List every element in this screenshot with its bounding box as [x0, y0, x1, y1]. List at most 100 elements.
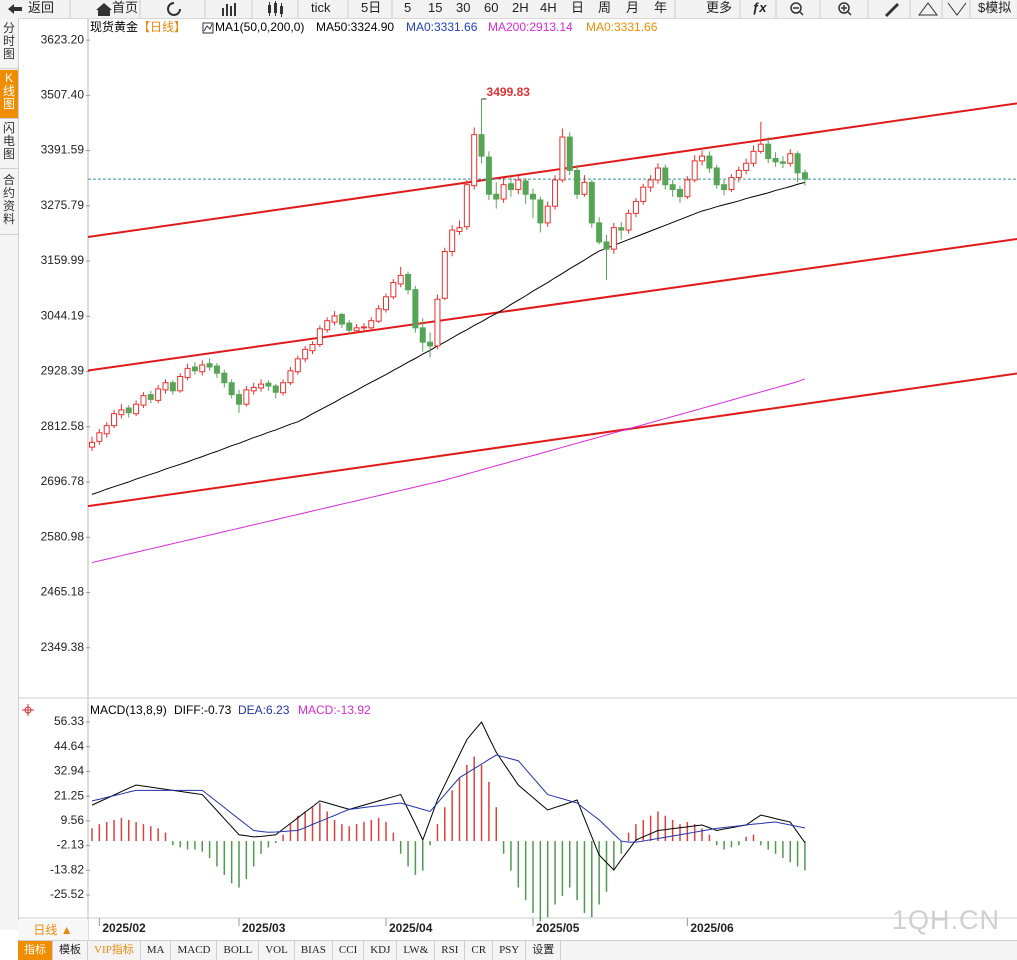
candle-body: [89, 441, 95, 448]
toolbar-button[interactable]: 5: [404, 0, 412, 15]
toolbar-button[interactable]: 5日: [361, 0, 382, 15]
indicator-tab[interactable]: MACD: [171, 941, 218, 960]
candle-body: [316, 328, 323, 346]
candle-icon[interactable]: [268, 1, 283, 17]
sidebar-tab[interactable]: K线图: [0, 70, 18, 119]
candle-body: [662, 167, 669, 186]
candle-body: [375, 308, 382, 322]
zoom-in-icon[interactable]: [838, 2, 852, 16]
indicator-tab[interactable]: BIAS: [295, 941, 333, 960]
toolbar-button[interactable]: 返回: [28, 0, 55, 15]
toolbar-button[interactable]: tick: [311, 0, 331, 15]
x-tick-label: 2025/05: [536, 921, 580, 935]
indicator-tab[interactable]: VIP指标: [88, 941, 141, 960]
y-tick-label: -25.52: [50, 887, 84, 901]
candle-body: [515, 179, 522, 191]
indicator-tab[interactable]: CCI: [333, 941, 365, 960]
candle-body: [743, 162, 750, 171]
y-tick-label: 2812.58: [41, 419, 85, 433]
indicator-tab[interactable]: KDJ: [364, 941, 398, 960]
back-icon[interactable]: [8, 4, 22, 14]
trend-line: [87, 372, 1017, 508]
candle-body: [552, 179, 559, 207]
indicator-tab[interactable]: RSI: [435, 941, 466, 960]
legend-entry: DEA:6.23: [238, 703, 290, 717]
candle-body: [735, 169, 742, 179]
refresh-icon[interactable]: [167, 2, 181, 16]
y-tick-label: -13.82: [50, 862, 84, 876]
indicator-tab[interactable]: CR: [465, 941, 494, 960]
macd-icon[interactable]: [22, 704, 34, 716]
candle-body: [125, 407, 132, 414]
candle-body: [757, 143, 764, 152]
toolbar-button[interactable]: ƒx: [752, 0, 767, 15]
indicator-tab[interactable]: LW&: [397, 941, 436, 960]
candle-body: [471, 134, 478, 187]
candle-body: [691, 160, 698, 181]
toolbar-button[interactable]: 2H: [512, 0, 529, 15]
candle-body: [324, 320, 331, 331]
toolbar-button[interactable]: 月: [626, 0, 640, 15]
sidebar: 分时图 K线图 闪电图合约资料: [0, 18, 19, 930]
candle-body: [265, 382, 272, 387]
y-tick-label: 2928.39: [41, 364, 85, 378]
sidebar-tab[interactable]: 分时图: [0, 20, 18, 69]
legend-title: 现货黄金: [90, 19, 138, 34]
candle-body: [243, 389, 250, 405]
candle-body: [162, 382, 169, 391]
sidebar-tab[interactable]: 闪电图: [0, 120, 18, 169]
triangle-icon[interactable]: [947, 2, 967, 16]
toolbar-button[interactable]: 首页: [112, 0, 139, 15]
sidebar-tab[interactable]: 合约资料: [0, 172, 18, 235]
indicator-tab[interactable]: MA: [141, 941, 172, 960]
x-tick-label: 2025/03: [242, 921, 286, 935]
y-tick-label: 3275.79: [41, 198, 85, 212]
indicator-tab[interactable]: VOL: [259, 941, 295, 960]
toolbar-button[interactable]: 更多: [706, 0, 733, 15]
toolbar-button[interactable]: 周: [598, 0, 612, 15]
period-selector[interactable]: 日线 ▲: [18, 920, 88, 940]
candle-body: [199, 364, 206, 373]
toolbar-button[interactable]: 60: [484, 0, 499, 15]
toolbar-button[interactable]: 年: [654, 0, 668, 15]
indicator-tab[interactable]: 设置: [526, 941, 562, 960]
legend-period: 【日线】: [138, 20, 186, 34]
bar-icon[interactable]: [222, 3, 236, 16]
candle-body: [302, 348, 309, 360]
indicator-tab[interactable]: 模板: [53, 941, 88, 960]
candle-body: [111, 413, 118, 427]
candle-body: [500, 184, 507, 200]
candle-body: [588, 181, 595, 224]
candle-body: [103, 425, 110, 435]
candle-body: [456, 227, 463, 232]
high-label: 3499.83: [487, 85, 531, 99]
x-tick-label: 2025/06: [690, 921, 734, 935]
y-tick-label: 2465.18: [41, 585, 85, 599]
candle-body: [787, 153, 794, 164]
home-icon[interactable]: [96, 3, 112, 16]
toolbar-button[interactable]: 4H: [540, 0, 557, 15]
legend-entry: MACD:-13.92: [298, 703, 371, 717]
separator: [69, 0, 971, 18]
candle-body: [405, 273, 412, 291]
candle-body: [625, 212, 632, 231]
pen-icon[interactable]: [885, 3, 899, 17]
candle-body: [485, 156, 492, 195]
toolbar-button[interactable]: 15: [428, 0, 443, 15]
toolbar-button[interactable]: 日: [571, 0, 585, 15]
candle-body: [713, 167, 720, 186]
triangle-icon[interactable]: [918, 2, 938, 16]
indicator-tab[interactable]: 指标: [18, 941, 53, 960]
candle-body: [353, 327, 360, 332]
toolbar-button[interactable]: 30: [456, 0, 471, 15]
zoom-out-icon[interactable]: [790, 2, 804, 16]
indicator-tab[interactable]: PSY: [493, 941, 527, 960]
candle-body: [618, 227, 625, 231]
indicator-tab[interactable]: BOLL: [217, 941, 260, 960]
candle-body: [419, 327, 426, 343]
candle-body: [140, 395, 147, 406]
indicator-icon[interactable]: [202, 22, 214, 34]
candle-body: [383, 296, 389, 311]
toolbar-button[interactable]: $模拟: [978, 0, 1012, 15]
